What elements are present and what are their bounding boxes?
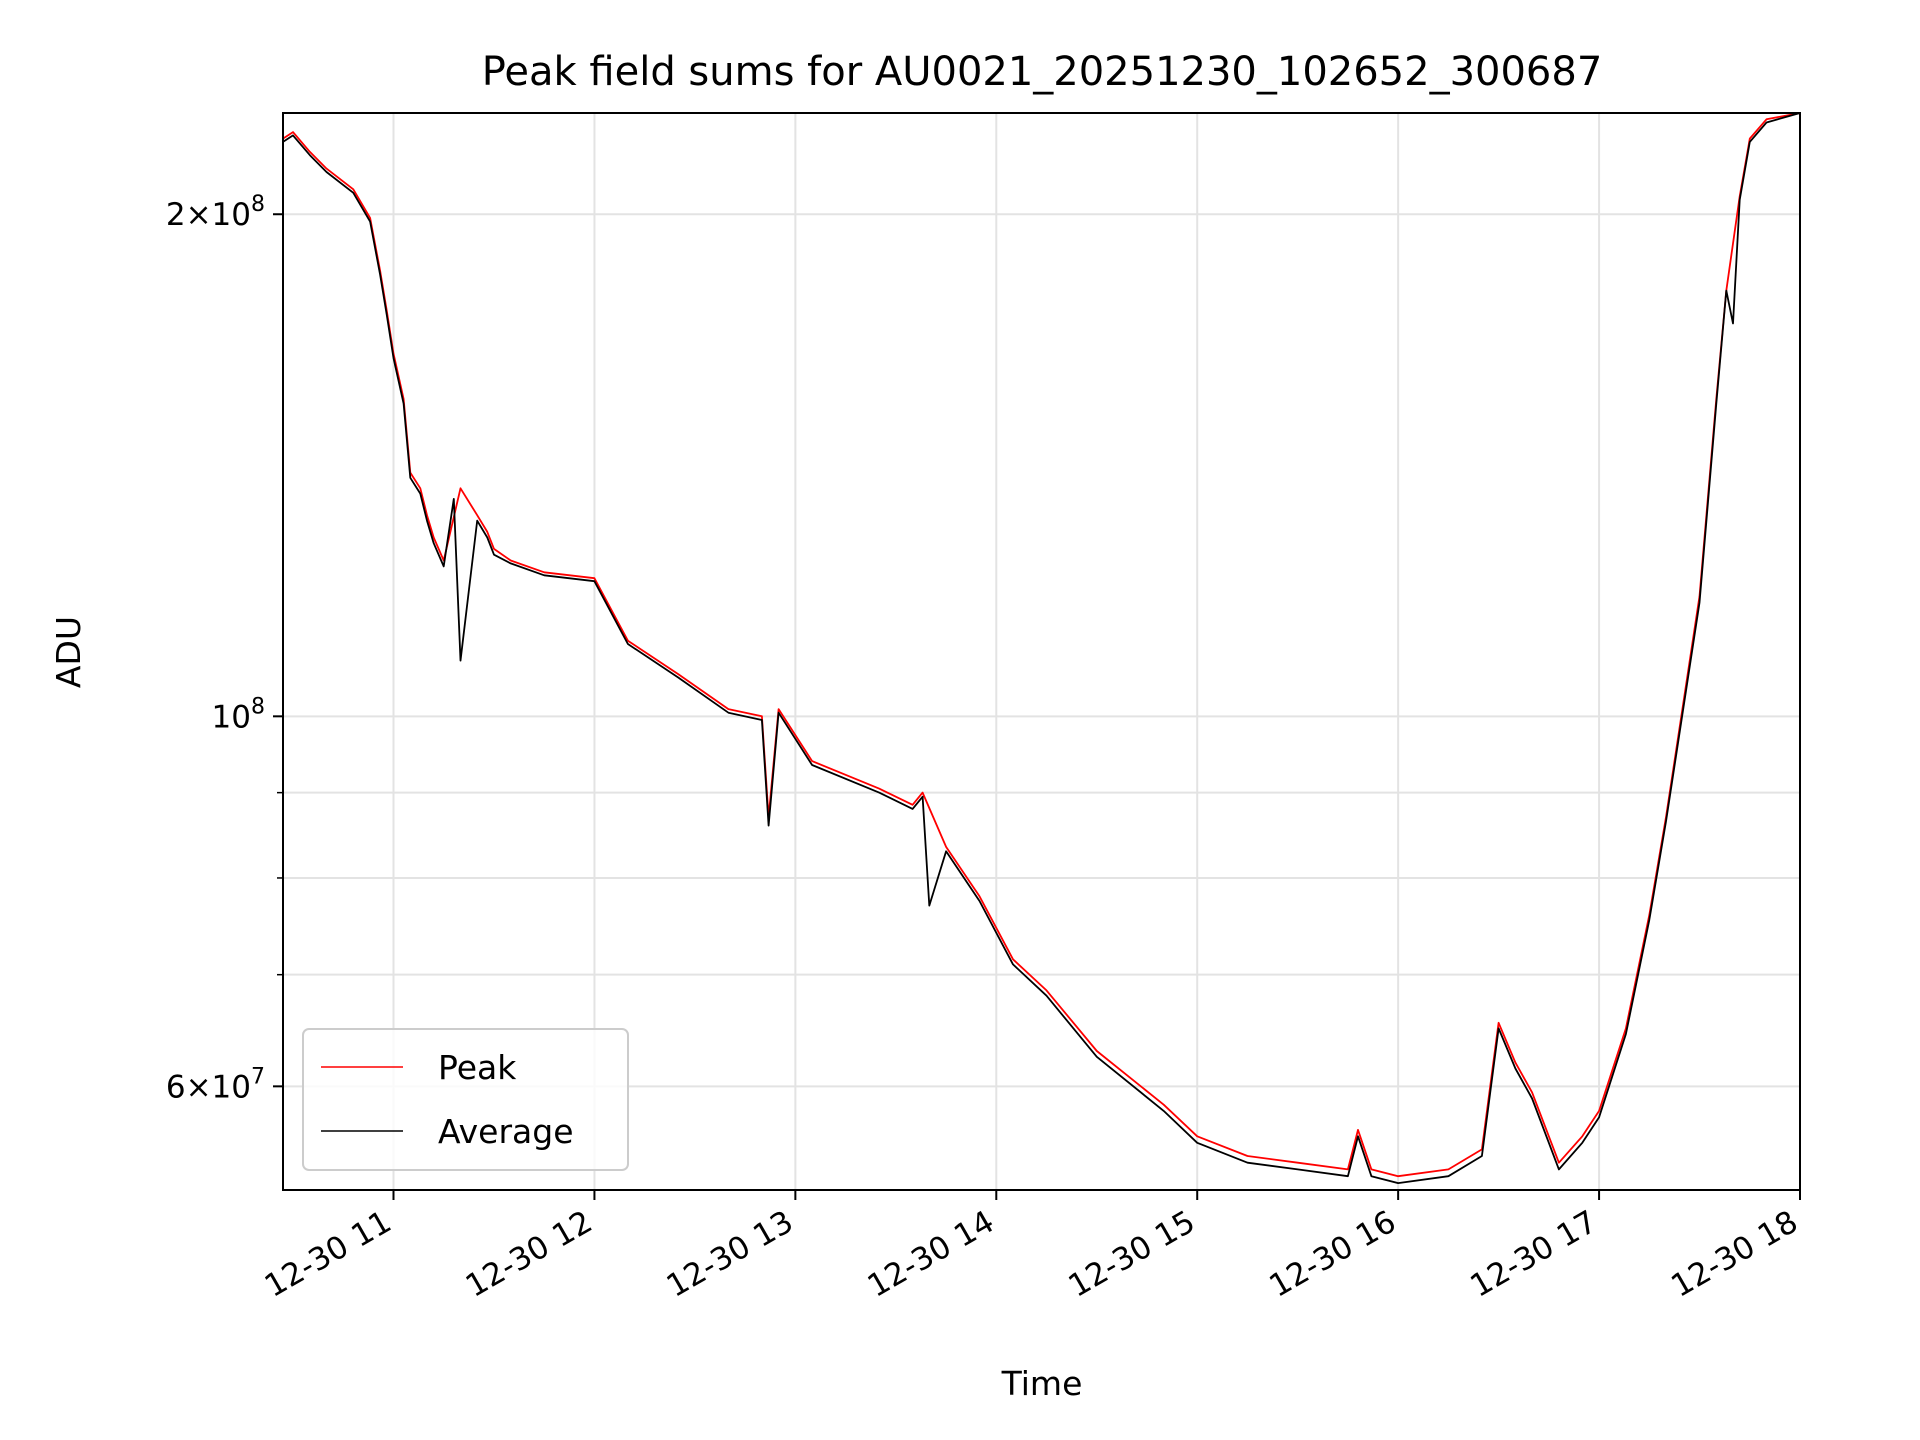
y-tick-label: 2×108 (166, 192, 265, 233)
plot-frame (282, 112, 1801, 1191)
legend-label-peak: Peak (438, 1048, 517, 1087)
x-axis-label: Time (1001, 1364, 1083, 1403)
series-line-peak (282, 112, 1801, 1178)
legend-label-average: Average (438, 1112, 574, 1151)
y-tick-label: 6×107 (166, 1064, 265, 1105)
legend-box (302, 1028, 629, 1171)
series-line-average (282, 112, 1801, 1184)
y-axis-ticks: 2×108 108 6×107 (166, 192, 283, 1105)
plot-series (282, 112, 1801, 1184)
legend: Peak Average (302, 1028, 629, 1171)
chart-title: Peak field sums for AU0021_20251230_1026… (482, 49, 1603, 95)
y-tick-label: 108 (212, 694, 265, 735)
y-axis-label: ADU (49, 616, 88, 688)
